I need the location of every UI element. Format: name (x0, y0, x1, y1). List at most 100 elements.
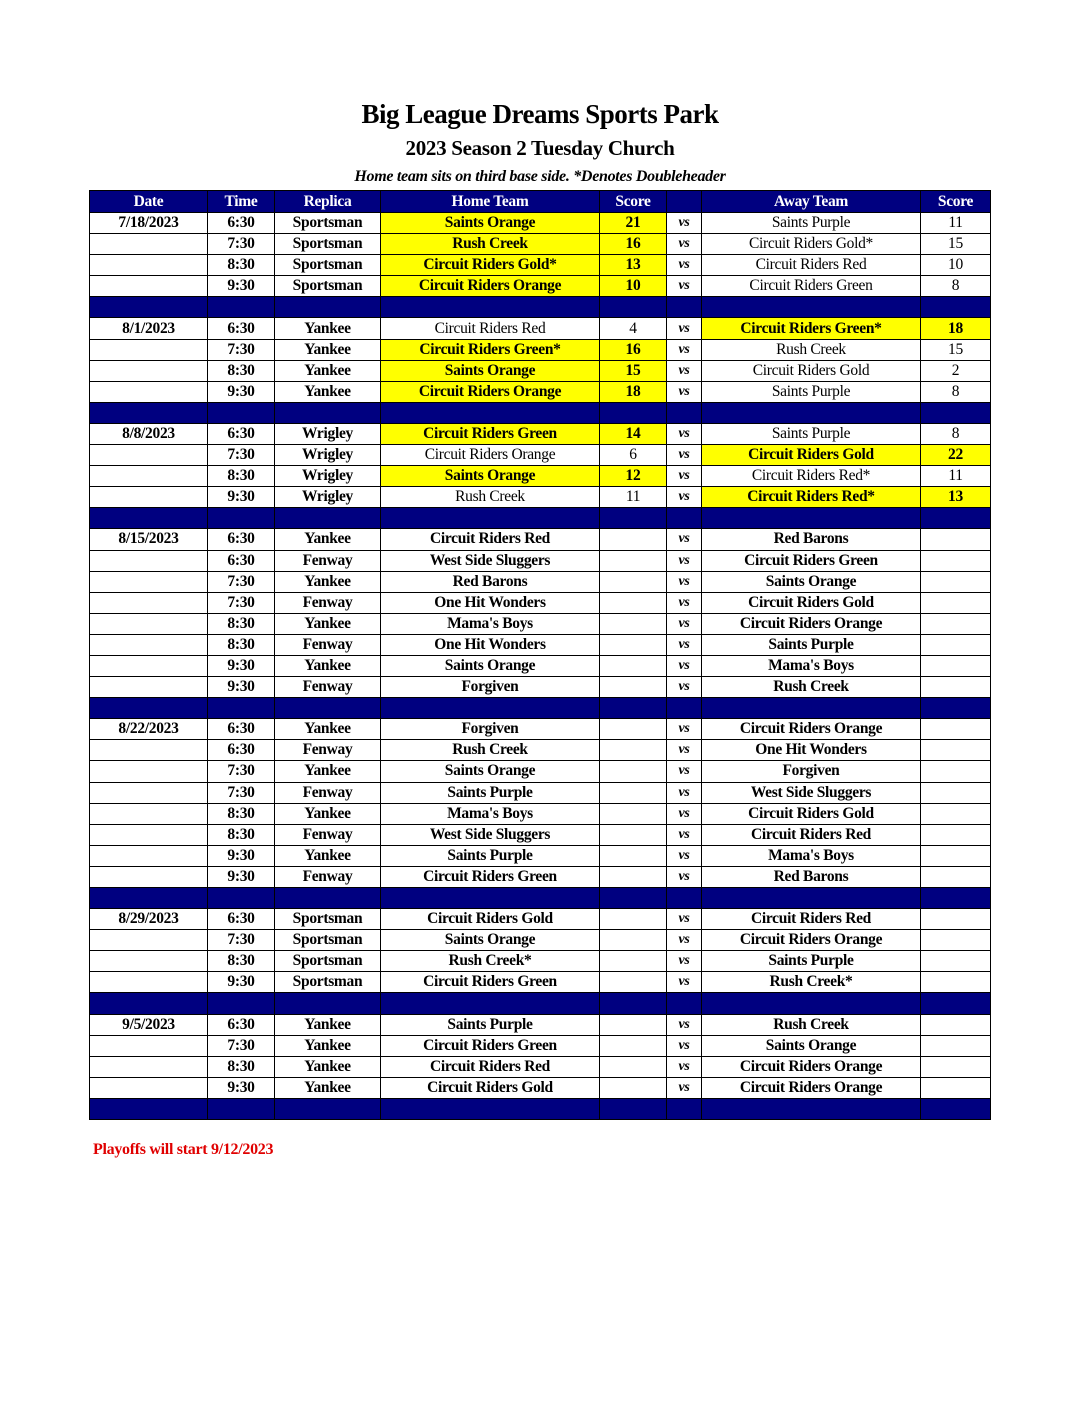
home-team-cell: Circuit Riders Gold (380, 1076, 600, 1099)
away-score-cell: 18 (920, 317, 991, 340)
date-cell (89, 823, 208, 846)
home-score-cell (599, 739, 667, 762)
away-score-cell (920, 844, 991, 867)
date-cell (89, 1076, 208, 1099)
separator-cell (274, 1097, 381, 1121)
vs-cell: vs (666, 971, 702, 994)
game-row: 9:30 Yankee Saints Orange vs Mama's Boys (89, 654, 991, 678)
away-score-cell (920, 781, 991, 804)
home-score-cell: 15 (599, 359, 667, 382)
game-row: 9:30 Sportsman Circuit Riders Orange 10 vs Ci… (89, 275, 991, 298)
col-date: Date (89, 190, 208, 213)
home-team-cell: Circuit Riders Orange (380, 444, 600, 467)
date-cell: 8/29/2023 (89, 908, 208, 931)
game-row: 8/29/2023 6:30 Sportsman Circuit Riders Gol… (89, 908, 991, 931)
away-score-cell (920, 823, 991, 846)
vs-cell: vs (666, 654, 702, 678)
header-row: Date Time Replica Home Team Score Away T… (89, 190, 991, 213)
separator-cell (207, 1097, 275, 1121)
home-score-cell (599, 591, 667, 614)
away-score-cell (920, 739, 991, 762)
home-score-cell: 12 (599, 465, 667, 488)
separator-cell (207, 886, 275, 910)
away-score-cell (920, 802, 991, 825)
home-score-cell: 13 (599, 254, 667, 277)
away-score-cell: 13 (920, 486, 991, 509)
home-score-cell (599, 844, 667, 867)
date-cell (89, 676, 208, 699)
home-score-cell (599, 633, 667, 656)
home-score-cell (599, 823, 667, 846)
away-score-cell (920, 971, 991, 994)
separator-cell (274, 886, 381, 910)
vs-cell: vs (666, 549, 702, 572)
replica-cell: Fenway (274, 823, 381, 846)
separator-cell (89, 697, 208, 720)
replica-cell: Wrigley (274, 486, 381, 509)
separator-cell (89, 507, 208, 530)
vs-cell: vs (666, 465, 702, 488)
date-cell (89, 654, 208, 678)
time-cell: 9:30 (207, 844, 275, 867)
schedule-note: Home team sits on third base side. *Deno… (354, 168, 726, 185)
away-score-cell (920, 1034, 991, 1057)
home-score-cell (599, 908, 667, 931)
date-cell: 8/8/2023 (89, 422, 208, 446)
away-team-cell: Circuit Riders Green (701, 549, 921, 572)
replica-cell: Fenway (274, 781, 381, 804)
time-cell: 6:30 (207, 1013, 275, 1036)
away-team-cell: Saints Orange (701, 570, 921, 593)
away-score-cell: 11 (920, 211, 991, 235)
home-team-cell: Circuit Riders Orange (380, 380, 600, 403)
date-cell (89, 275, 208, 298)
away-score-cell (920, 591, 991, 614)
home-score-cell (599, 865, 667, 889)
separator-cell (380, 1097, 600, 1121)
date-cell (89, 254, 208, 277)
home-team-cell: Saints Purple (380, 844, 600, 867)
vs-cell: vs (666, 1034, 702, 1057)
vs-cell: vs (666, 359, 702, 382)
game-row: 9:30 Sportsman Circuit Riders Green vs Rush … (89, 971, 991, 994)
away-team-cell: Circuit Riders Red* (701, 465, 921, 488)
vs-cell: vs (666, 591, 702, 614)
replica-cell: Wrigley (274, 444, 381, 467)
separator-cell (380, 697, 600, 720)
game-row: 8:30 Yankee Saints Orange 15 vs Circuit Rider… (89, 359, 991, 382)
time-cell: 6:30 (207, 908, 275, 931)
home-score-cell (599, 1013, 667, 1036)
vs-cell: vs (666, 570, 702, 593)
time-cell: 6:30 (207, 528, 275, 551)
home-team-cell: West Side Sluggers (380, 549, 600, 572)
separator-cell (666, 697, 702, 720)
separator-cell (207, 401, 275, 424)
separator-cell (599, 886, 667, 910)
home-team-cell: Circuit Riders Gold* (380, 254, 600, 277)
time-cell: 7:30 (207, 781, 275, 804)
separator-cell (274, 401, 381, 424)
separator-cell (666, 1097, 702, 1121)
separator-cell (207, 296, 275, 319)
replica-cell: Sportsman (274, 971, 381, 994)
vs-cell: vs (666, 760, 702, 783)
separator-cell (920, 697, 991, 720)
separator-cell (701, 1097, 921, 1121)
away-team-cell: Saints Purple (701, 950, 921, 973)
vs-cell: vs (666, 1076, 702, 1099)
date-cell (89, 486, 208, 509)
replica-cell: Sportsman (274, 254, 381, 277)
game-row: 8:30 Yankee Mama's Boys vs Circuit Riders Go… (89, 802, 991, 825)
date-cell: 7/18/2023 (89, 211, 208, 235)
time-cell: 7:30 (207, 1034, 275, 1057)
separator-cell (89, 296, 208, 319)
game-row: 8/8/2023 6:30 Wrigley Circuit Riders Green 1… (89, 422, 991, 446)
separator-cell (920, 507, 991, 530)
vs-cell: vs (666, 676, 702, 699)
game-row: 6:30 Fenway West Side Sluggers vs Circuit Ri… (89, 549, 991, 572)
date-cell (89, 633, 208, 656)
vs-cell: vs (666, 844, 702, 867)
time-cell: 7:30 (207, 760, 275, 783)
home-team-cell: Circuit Riders Red (380, 317, 600, 340)
separator-cell (380, 992, 600, 1015)
vs-cell: vs (666, 781, 702, 804)
